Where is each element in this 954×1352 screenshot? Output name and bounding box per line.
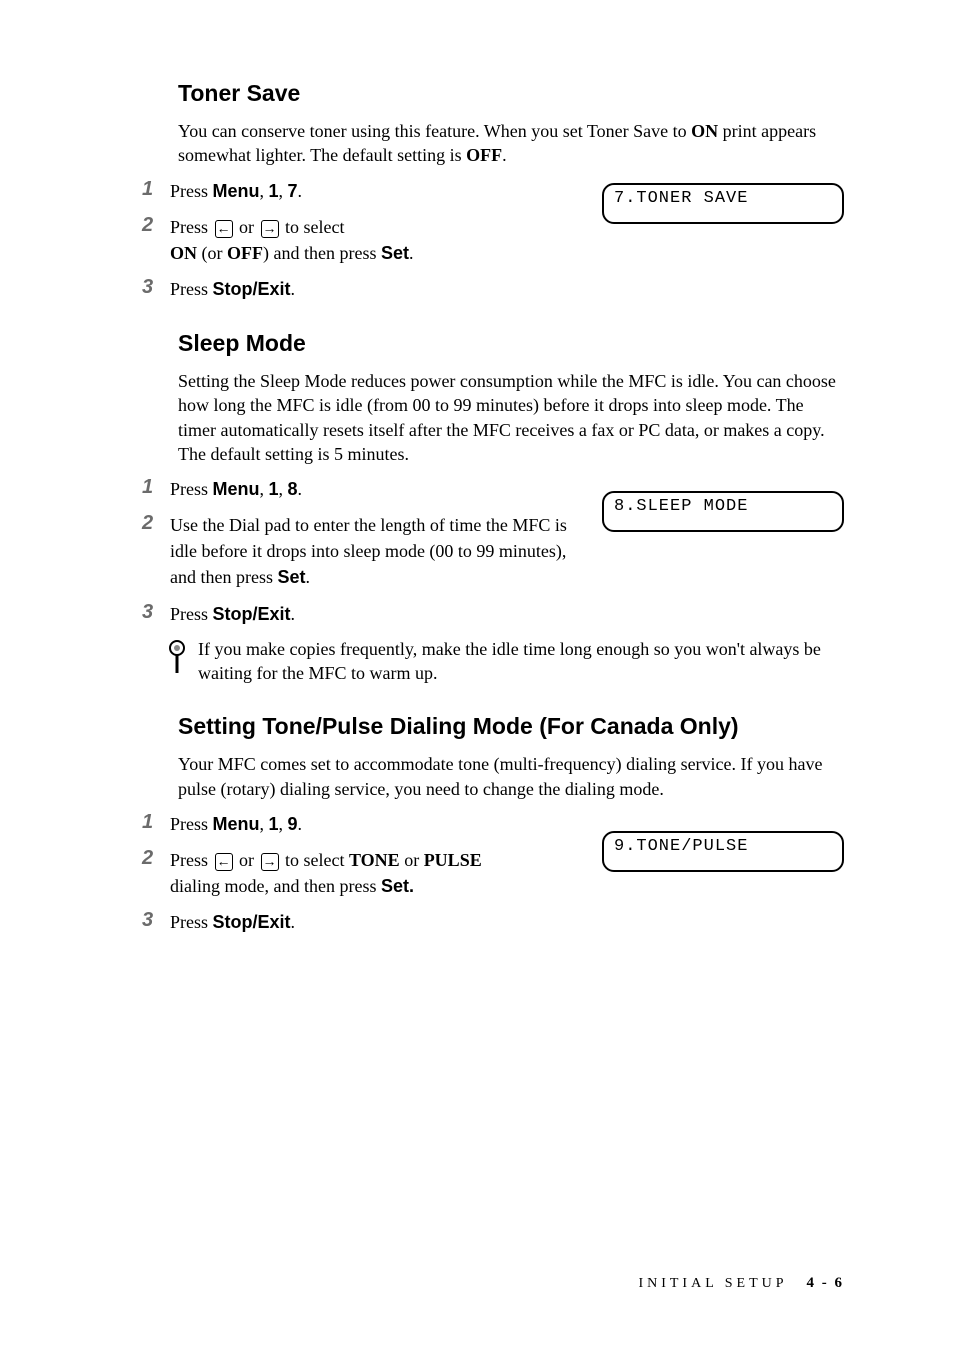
key-menu: Menu [213, 814, 260, 834]
text: or [400, 850, 424, 870]
arrow-right-icon: → [261, 220, 279, 238]
step-number: 3 [140, 909, 170, 932]
text: dialing mode, and then press [170, 876, 381, 896]
intro-tone-pulse: Your MFC comes set to accommodate tone (… [178, 752, 844, 801]
arrow-left-icon: ← [215, 220, 233, 238]
text: . [298, 814, 303, 834]
heading-tone-pulse: Setting Tone/Pulse Dialing Mode (For Can… [178, 713, 844, 740]
text: (or [197, 243, 227, 263]
step-number: 1 [140, 811, 170, 834]
key-set: Set [381, 243, 409, 263]
footer-label: INITIAL SETUP [638, 1276, 787, 1291]
intro-sleep-mode: Setting the Sleep Mode reduces power con… [178, 369, 844, 466]
step-3: 3 Press Stop/Exit. [140, 601, 844, 627]
text: Use the Dial pad to enter the length of … [170, 515, 567, 587]
page-number: 4 - 6 [807, 1275, 845, 1291]
text: , [279, 181, 288, 201]
key-menu: Menu [213, 479, 260, 499]
key-7: 7 [288, 181, 298, 201]
text-pulse: PULSE [424, 850, 482, 870]
step-number: 1 [140, 178, 170, 201]
text: to select [281, 850, 349, 870]
text: Press [170, 479, 213, 499]
text: , [260, 479, 269, 499]
lcd-sleep-mode: 8.SLEEP MODE [602, 491, 844, 532]
arrow-left-icon: ← [215, 853, 233, 871]
step-content: Press Menu, 1, 8. [170, 476, 550, 502]
text: Press [170, 181, 213, 201]
step-content: Press ← or → to select ON (or OFF) and t… [170, 214, 530, 266]
text: . [298, 181, 303, 201]
step-3: 3 Press Stop/Exit. [140, 909, 844, 935]
lcd-toner-save: 7.TONER SAVE [602, 183, 844, 224]
key-8: 8 [288, 479, 298, 499]
step-content: Press ← or → to select TONE or PULSE dia… [170, 847, 530, 899]
text-on: ON [691, 121, 718, 141]
key-1: 1 [269, 479, 279, 499]
text: . [306, 567, 311, 587]
note-row: If you make copies frequently, make the … [166, 637, 844, 686]
text: . [409, 243, 414, 263]
step-content: Press Stop/Exit. [170, 909, 844, 935]
step-content: Use the Dial pad to enter the length of … [170, 512, 570, 590]
key-set: Set [277, 567, 305, 587]
intro-toner-save: You can conserve toner using this featur… [178, 119, 844, 168]
step-number: 3 [140, 276, 170, 299]
text-off: OFF [466, 145, 502, 165]
lcd-tone-pulse: 9.TONE/PULSE [602, 831, 844, 872]
text: . [502, 145, 507, 165]
step-content: Press Menu, 1, 9. [170, 811, 530, 837]
text: Press [170, 279, 213, 299]
text: . [298, 479, 303, 499]
text: Press [170, 217, 213, 237]
step-number: 2 [140, 847, 170, 870]
text: . [291, 912, 296, 932]
text: , [279, 814, 288, 834]
text-off: OFF [227, 243, 263, 263]
magnifier-icon [166, 639, 188, 675]
text: or [235, 850, 259, 870]
step-content: Press Stop/Exit. [170, 601, 844, 627]
text-tone: TONE [349, 850, 400, 870]
key-stop-exit: Stop/Exit [213, 279, 291, 299]
step-3: 3 Press Stop/Exit. [140, 276, 844, 302]
step-content: Press Stop/Exit. [170, 276, 844, 302]
text: . [291, 279, 296, 299]
key-set: Set. [381, 876, 414, 896]
key-menu: Menu [213, 181, 260, 201]
text: . [291, 604, 296, 624]
heading-sleep-mode: Sleep Mode [178, 330, 844, 357]
text-on: ON [170, 243, 197, 263]
step-number: 2 [140, 512, 170, 535]
key-9: 9 [288, 814, 298, 834]
text: to select [281, 217, 345, 237]
step-content: Press Menu, 1, 7. [170, 178, 530, 204]
step-number: 1 [140, 476, 170, 499]
text: ) and then press [263, 243, 381, 263]
footer: INITIAL SETUP 4 - 6 [638, 1275, 844, 1292]
arrow-right-icon: → [261, 853, 279, 871]
text: You can conserve toner using this featur… [178, 121, 691, 141]
key-1: 1 [269, 181, 279, 201]
text: Press [170, 814, 213, 834]
text: or [235, 217, 259, 237]
text: , [279, 479, 288, 499]
text: Press [170, 912, 213, 932]
text: , [260, 814, 269, 834]
key-1: 1 [269, 814, 279, 834]
text: , [260, 181, 269, 201]
step-number: 3 [140, 601, 170, 624]
note-text: If you make copies frequently, make the … [198, 637, 844, 686]
key-stop-exit: Stop/Exit [213, 604, 291, 624]
key-stop-exit: Stop/Exit [213, 912, 291, 932]
section-tone-pulse: Setting Tone/Pulse Dialing Mode (For Can… [140, 713, 844, 935]
step-number: 2 [140, 214, 170, 237]
text: Press [170, 604, 213, 624]
heading-toner-save: Toner Save [178, 80, 844, 107]
text: Press [170, 850, 213, 870]
